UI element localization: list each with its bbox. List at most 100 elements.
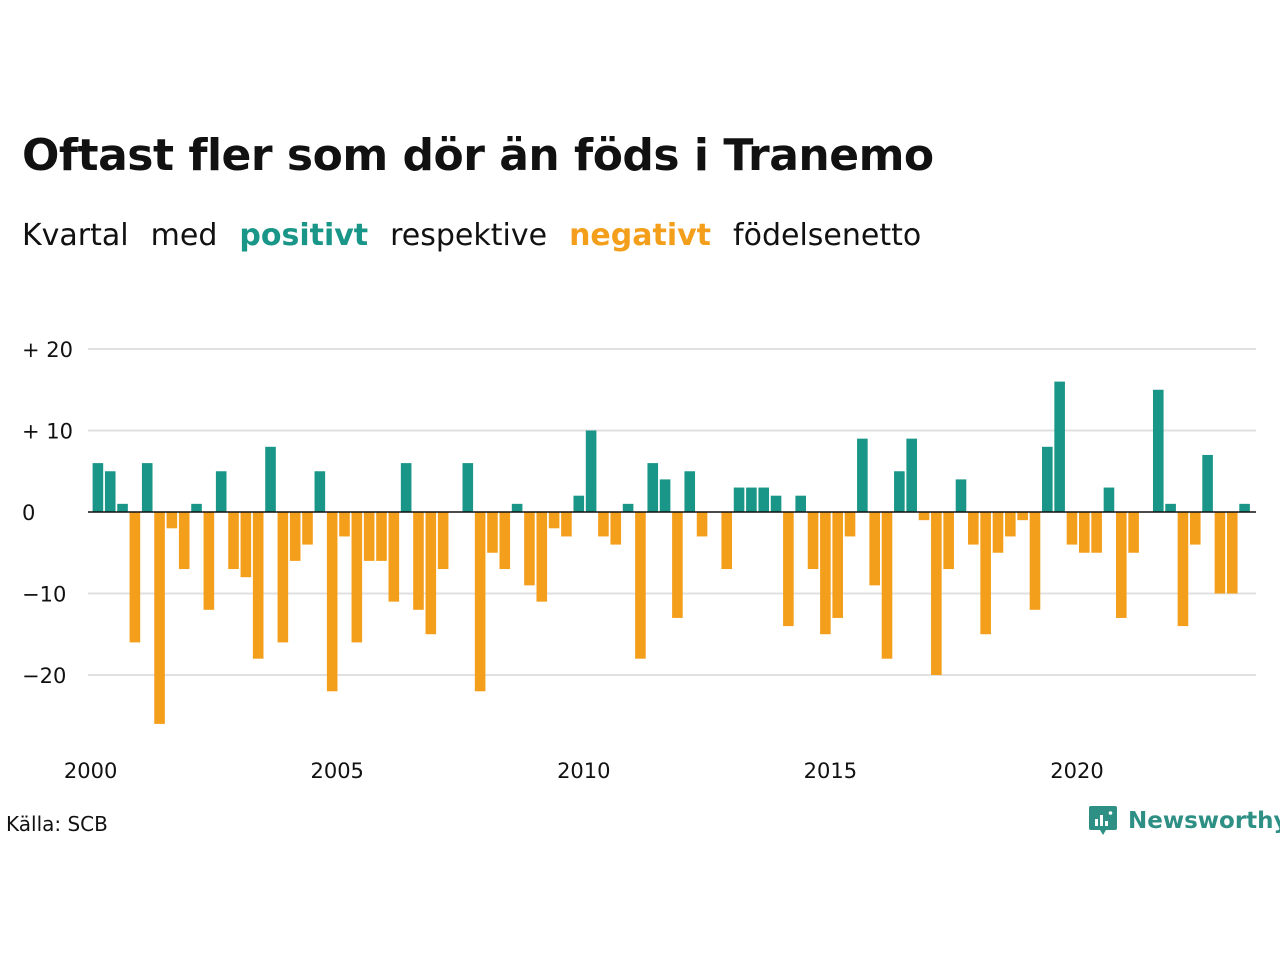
source-note: Källa: SCB <box>6 812 108 836</box>
bar-2001-q3 <box>166 512 178 529</box>
bar-2016-q3 <box>906 438 917 512</box>
bar-2017-q1 <box>931 512 942 675</box>
bar-2018-q3 <box>1005 512 1016 537</box>
bar-2002-q1 <box>191 503 202 512</box>
bar-2000-q3 <box>117 503 128 512</box>
bar-2013-q3 <box>758 487 770 512</box>
bar-2023-q1 <box>1226 512 1238 594</box>
bar-2001-q2 <box>154 512 165 724</box>
y-tick-label: −20 <box>22 664 66 688</box>
y-tick-label: + 20 <box>22 338 73 362</box>
bar-2009-q1 <box>536 512 548 602</box>
y-tick-label: −10 <box>22 583 66 607</box>
bar-2002-q3 <box>215 471 227 512</box>
bar-2007-q4 <box>474 512 486 692</box>
bar-2009-q4 <box>573 495 585 512</box>
bar-2003-q2 <box>252 512 264 659</box>
bar-2019-q3 <box>1054 381 1065 512</box>
bar-2022-q3 <box>1202 454 1213 512</box>
bar-2017-q2 <box>943 512 954 570</box>
bar-2004-q1 <box>289 512 301 561</box>
bar-2022-q2 <box>1189 512 1201 545</box>
bar-2020-q4 <box>1115 512 1127 618</box>
subtitle-negative-word: negativt <box>569 218 712 253</box>
bar-2019-q2 <box>1042 446 1053 512</box>
subtitle-word-fodelsenetto: födelsenetto <box>733 218 922 253</box>
bar-2003-q4 <box>277 512 289 643</box>
bar-2014-q1 <box>783 512 794 627</box>
bar-2008-q4 <box>524 512 535 586</box>
x-tick-label: 2010 <box>557 759 610 783</box>
x-tick-label: 2020 <box>1050 759 1103 783</box>
bar-2019-q4 <box>1066 512 1078 545</box>
bar-2001-q4 <box>178 512 190 570</box>
bar-2012-q4 <box>721 512 733 570</box>
x-axis-ticks: 2000 2005 2010 2015 2020 <box>64 759 1104 783</box>
bar-2009-q2 <box>548 512 560 529</box>
bar-2006-q4 <box>425 512 437 635</box>
bar-2005-q3 <box>363 512 375 561</box>
x-tick-label: 2005 <box>310 759 363 783</box>
bar-2005-q2 <box>351 512 363 643</box>
bar-2008-q1 <box>487 512 498 553</box>
bar-2014-q2 <box>795 495 807 512</box>
bar-2003-q3 <box>265 446 276 512</box>
bar-2006-q1 <box>388 512 400 602</box>
bar-2021-q4 <box>1165 503 1176 512</box>
y-tick-label: + 10 <box>22 420 73 444</box>
bar-2016-q4 <box>918 512 930 521</box>
subtitle-word-kvartal: Kvartal <box>22 218 129 253</box>
bar-2023-q2 <box>1239 503 1250 512</box>
bar-2020-q1 <box>1079 512 1090 553</box>
bar-2004-q3 <box>314 471 326 512</box>
bar-2018-q4 <box>1017 512 1028 521</box>
bar-2010-q2 <box>598 512 609 537</box>
bar-2004-q4 <box>326 512 338 692</box>
bar-2002-q2 <box>203 512 215 610</box>
bar-2012-q1 <box>684 471 696 512</box>
bar-2008-q2 <box>499 512 511 570</box>
brand-name: Newsworthy <box>1128 808 1280 834</box>
bar-2014-q3 <box>807 512 819 570</box>
bar-2015-q3 <box>857 438 868 512</box>
bar-2009-q3 <box>561 512 572 537</box>
bar-2013-q4 <box>770 495 782 512</box>
bar-2011-q3 <box>659 479 671 512</box>
bar-2008-q3 <box>511 503 523 512</box>
y-axis-ticks: + 20 + 10 0 −10 −20 <box>22 338 73 688</box>
bar-2010-q1 <box>585 430 597 512</box>
x-tick-label: 2015 <box>804 759 857 783</box>
bar-2010-q4 <box>622 503 634 512</box>
bar-2021-q1 <box>1128 512 1139 553</box>
bar-2014-q4 <box>820 512 831 635</box>
bar-2015-q1 <box>832 512 843 618</box>
bar-2013-q2 <box>746 487 757 512</box>
chart-title: Oftast fler som dör än föds i Tranemo <box>22 130 934 181</box>
bar-2016-q2 <box>894 471 905 512</box>
x-tick-label: 2000 <box>64 759 117 783</box>
bar-2022-q1 <box>1177 512 1189 627</box>
bar-2015-q2 <box>844 512 856 537</box>
subtitle-positive-word: positivt <box>239 218 369 253</box>
subtitle-word-respektive: respektive <box>390 218 548 253</box>
subtitle-word-med: med <box>150 218 218 253</box>
bar-2017-q4 <box>968 512 979 545</box>
bar-2001-q1 <box>141 463 153 512</box>
bars <box>92 381 1250 724</box>
bar-2022-q4 <box>1214 512 1226 594</box>
bar-2011-q2 <box>647 463 659 512</box>
bar-2020-q2 <box>1091 512 1102 553</box>
y-tick-label: 0 <box>22 501 35 525</box>
bar-2004-q2 <box>302 512 313 545</box>
bar-2015-q4 <box>869 512 880 586</box>
bar-2000-q4 <box>129 512 141 643</box>
bar-2007-q1 <box>437 512 449 570</box>
bar-2011-q4 <box>672 512 683 618</box>
bar-2006-q2 <box>400 463 412 512</box>
bar-2012-q2 <box>696 512 708 537</box>
chart-subtitle: Kvartal med positivt respektive negativt föde… <box>22 218 943 253</box>
bar-2018-q2 <box>992 512 1004 553</box>
bar-2018-q1 <box>980 512 991 635</box>
bar-2003-q1 <box>240 512 252 578</box>
